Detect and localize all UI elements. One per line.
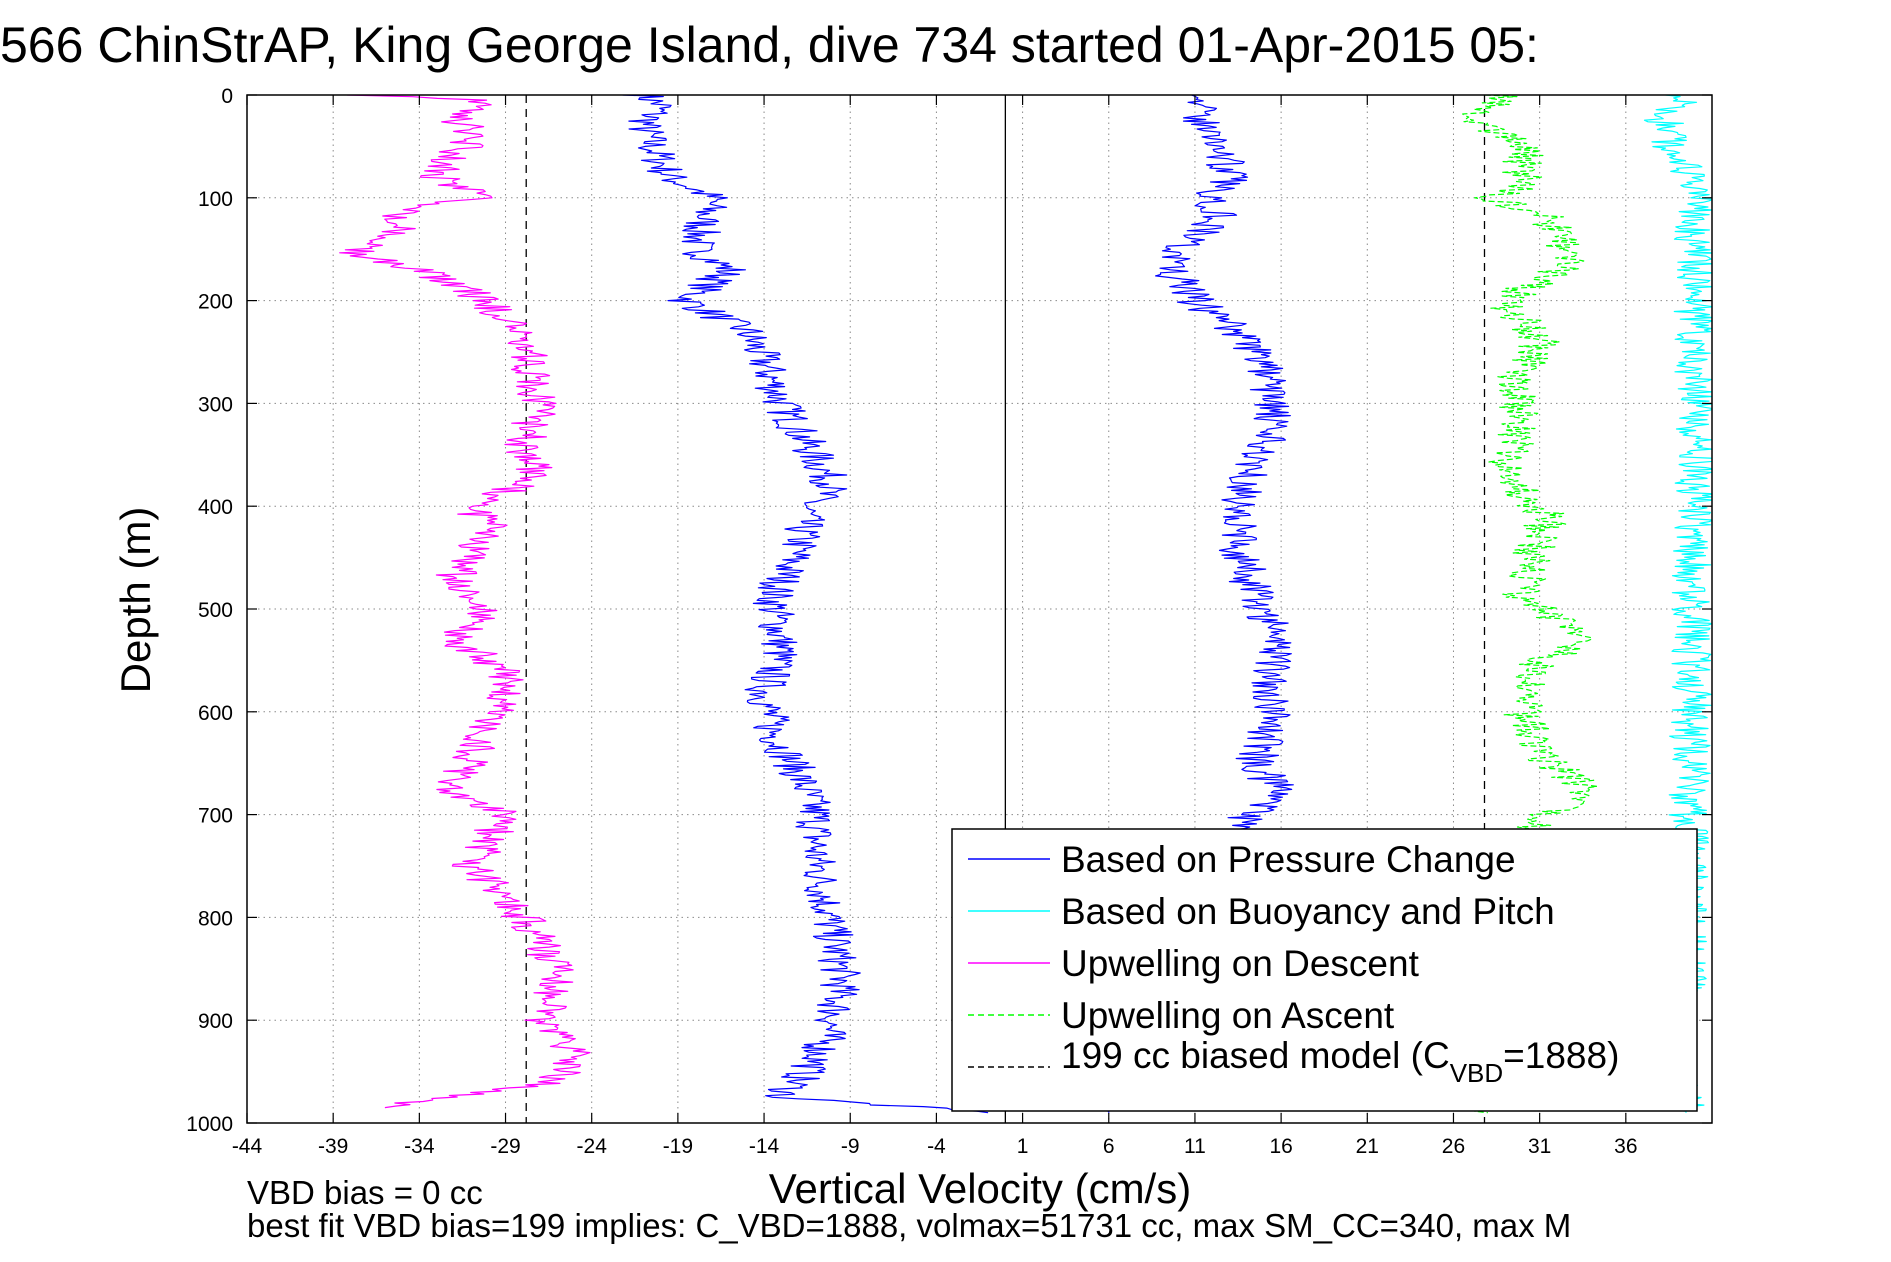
x-tick-label: -34 <box>404 1135 435 1158</box>
legend-box <box>951 828 1698 1112</box>
series-line <box>339 95 591 1109</box>
x-tick-label: -14 <box>749 1135 780 1158</box>
x-tick-label: -39 <box>318 1135 348 1158</box>
x-tick-label: 11 <box>1184 1135 1206 1158</box>
x-tick-label: 6 <box>1103 1135 1115 1158</box>
y-tick-label: 200 <box>198 291 233 314</box>
axis-ticks: -44 -39 -34 -29 -24 -19 -14 -9 -4 1 6 11 16 21 26 31 360… <box>186 85 1712 1158</box>
x-tick-label: 1 <box>1017 1135 1029 1158</box>
footer-line-1: VBD bias = 0 cc <box>247 1174 483 1211</box>
legend-label-descent: Upwelling on Descent <box>1061 943 1420 984</box>
y-tick-label: 600 <box>198 702 233 725</box>
x-axis-label: Vertical Velocity (cm/s) <box>769 1165 1191 1212</box>
footer-line-2: best fit VBD bias=199 implies: C_VBD=188… <box>247 1207 1571 1244</box>
x-tick-label: -9 <box>841 1135 860 1158</box>
x-tick-label: -29 <box>490 1135 520 1158</box>
y-tick-label: 100 <box>198 188 233 211</box>
y-tick-label: 900 <box>198 1010 233 1033</box>
x-tick-label: 31 <box>1528 1135 1551 1158</box>
y-tick-label: 400 <box>198 496 233 519</box>
y-tick-label: 500 <box>198 599 233 622</box>
chart-title: 566 ChinStrAP, King George Island, dive … <box>0 17 1539 73</box>
x-tick-label: -4 <box>927 1135 946 1158</box>
y-tick-label: 0 <box>221 85 233 108</box>
y-tick-label: 700 <box>198 805 233 828</box>
legend-label-buoyancy: Based on Buoyancy and Pitch <box>1061 891 1555 932</box>
x-tick-label: -44 <box>232 1135 263 1158</box>
x-tick-label: 21 <box>1356 1135 1379 1158</box>
legend-label-model: 199 cc biased model (CVBD=1888) <box>1061 1035 1619 1088</box>
legend-label-pressure: Based on Pressure Change <box>1061 839 1516 880</box>
x-tick-label: -24 <box>577 1135 608 1158</box>
x-tick-label: 36 <box>1614 1135 1637 1158</box>
legend-label-ascent: Upwelling on Ascent <box>1061 995 1395 1036</box>
legend: Based on Pressure Change Based on Buoyan… <box>951 828 1698 1112</box>
y-tick-label: 800 <box>198 907 233 930</box>
x-tick-label: 26 <box>1442 1135 1465 1158</box>
y-axis-label: Depth (m) <box>112 507 159 694</box>
series-line <box>622 95 989 1114</box>
y-tick-label: 1000 <box>186 1113 233 1136</box>
y-tick-label: 300 <box>198 393 233 416</box>
x-tick-label: -19 <box>663 1135 693 1158</box>
x-tick-label: 16 <box>1269 1135 1292 1158</box>
